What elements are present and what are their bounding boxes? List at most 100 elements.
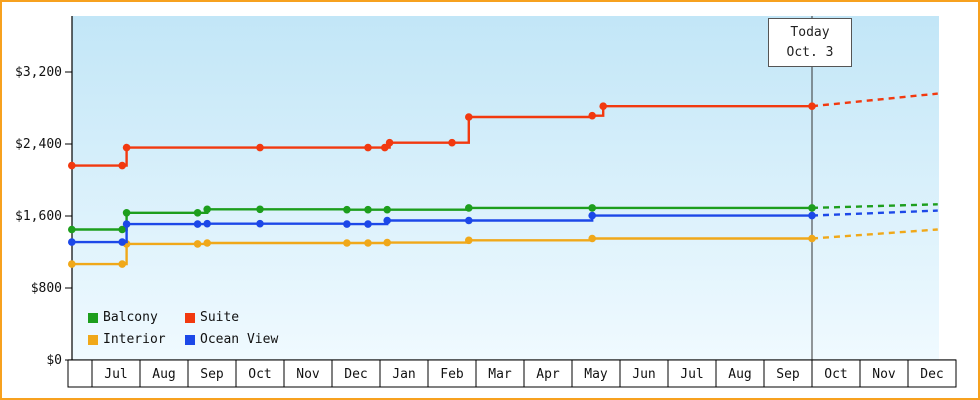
price-point-balcony (256, 205, 264, 214)
price-point-balcony (68, 225, 76, 234)
price-point-suite (385, 138, 394, 147)
price-point-suite (588, 111, 596, 120)
price-point-interior (193, 240, 202, 248)
month-label: Jul (104, 367, 127, 382)
price-point-ocean-view (383, 216, 392, 225)
price-point-suite (256, 143, 264, 152)
price-point-interior (343, 239, 351, 247)
month-label: Oct (248, 367, 271, 382)
month-cell (283, 359, 333, 388)
price-point-ocean-view (343, 220, 351, 228)
month-cell (523, 359, 573, 388)
month-cell (187, 359, 237, 388)
price-point-interior (465, 236, 473, 245)
price-point-interior (118, 260, 126, 268)
price-point-ocean-view (68, 238, 76, 246)
y-tick-label: $0 (46, 353, 62, 368)
price-point-interior (588, 234, 596, 243)
today-annotation: Today Oct. 3 (768, 18, 852, 67)
month-cell (235, 359, 285, 388)
legend-item-balcony: Balcony (88, 310, 185, 325)
month-label: Mar (488, 367, 512, 382)
price-point-balcony (193, 209, 202, 217)
month-label: Jul (680, 367, 703, 382)
price-point-interior (808, 234, 816, 243)
y-tick-label: $1,600 (15, 209, 62, 224)
y-tick-label: $3,200 (15, 65, 62, 80)
price-point-suite (364, 143, 372, 152)
today-date: Oct. 3 (786, 44, 834, 60)
month-label: Jan (392, 367, 415, 382)
month-label: Nov (296, 367, 320, 382)
price-point-balcony (203, 205, 211, 214)
price-point-balcony (343, 205, 351, 214)
price-point-ocean-view (122, 220, 131, 228)
price-point-interior (383, 238, 392, 247)
price-point-ocean-view (193, 220, 202, 228)
month-label: Dec (920, 367, 943, 382)
month-label: Nov (872, 367, 896, 382)
month-label: Jun (632, 367, 655, 382)
series-line-interior (71, 237, 812, 266)
month-label: Aug (728, 367, 751, 382)
price-point-ocean-view (465, 216, 473, 225)
month-label: Feb (440, 367, 464, 382)
legend-item-interior: Interior (88, 332, 185, 347)
month-cell (427, 359, 477, 388)
month-cell (715, 359, 765, 388)
legend-label-suite: Suite (200, 310, 240, 325)
price-point-suite (381, 143, 389, 152)
month-label: Aug (152, 367, 175, 382)
price-point-suite (465, 113, 473, 121)
price-point-ocean-view (808, 211, 816, 220)
balcony-swatch-icon (88, 312, 98, 323)
legend-item-suite: Suite (185, 310, 278, 325)
month-cell (331, 359, 381, 388)
price-point-suite (448, 138, 456, 147)
chart-legend: Balcony Suite Interior Ocean View (88, 310, 278, 347)
plot-area (72, 16, 939, 360)
month-cell (859, 359, 909, 388)
price-point-balcony (588, 204, 596, 212)
price-point-balcony (808, 204, 816, 212)
month-cell (811, 359, 861, 388)
month-cell (619, 359, 669, 388)
ocean-view-swatch-icon (185, 334, 195, 345)
month-label: Sep (776, 367, 800, 382)
price-point-ocean-view (203, 219, 211, 228)
today-label: Today (790, 25, 830, 40)
legend-label-interior: Interior (103, 332, 166, 347)
price-point-suite (118, 161, 126, 170)
month-cell (907, 359, 957, 388)
suite-swatch-icon (185, 312, 195, 323)
month-cell (91, 359, 141, 388)
legend-label-balcony: Balcony (103, 310, 158, 325)
legend-label-ocean-view: Ocean View (200, 332, 279, 347)
month-cell-lead (67, 359, 93, 388)
series-projection-balcony (811, 203, 938, 210)
month-label: Apr (536, 367, 560, 382)
price-point-interior (203, 239, 211, 247)
month-label: May (584, 367, 608, 382)
price-point-ocean-view (588, 211, 596, 220)
month-cell (139, 359, 189, 388)
price-point-balcony (118, 225, 126, 234)
month-cell (763, 359, 813, 388)
price-point-suite (68, 161, 76, 170)
price-point-interior (364, 239, 372, 247)
month-label: Sep (200, 367, 224, 382)
price-point-suite (599, 102, 607, 110)
price-point-suite (808, 102, 816, 110)
month-label: Dec (344, 367, 367, 382)
price-point-ocean-view (256, 219, 264, 228)
month-label: Oct (824, 367, 847, 382)
price-point-balcony (122, 209, 131, 217)
price-point-suite (122, 143, 131, 152)
interior-swatch-icon (88, 334, 98, 345)
y-tick-label: $800 (31, 281, 62, 296)
month-cell (571, 359, 621, 388)
series-projection-ocean-view (811, 209, 938, 217)
price-point-ocean-view (364, 220, 372, 228)
